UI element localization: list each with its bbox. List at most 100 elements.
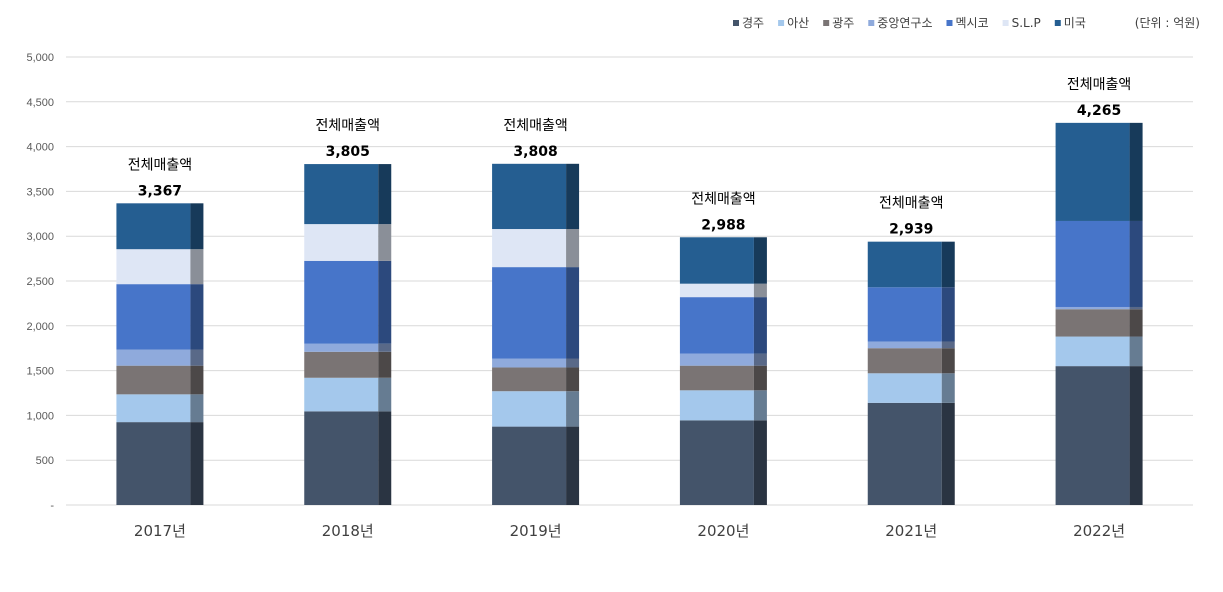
bar-segment (1055, 336, 1130, 367)
x-category-label: 2017년 (134, 522, 186, 540)
bar-segment-side (566, 367, 580, 392)
bar-segment (679, 365, 754, 391)
y-tick-label: 1,500 (26, 366, 54, 378)
bar-segment (304, 411, 379, 505)
bar-segment-side (566, 163, 580, 230)
y-tick-label: 3,000 (26, 231, 54, 243)
y-tick-label: 5,000 (26, 52, 54, 64)
bar-segment (304, 224, 379, 261)
gridlines (66, 56, 1193, 506)
bar-segment (492, 426, 567, 505)
bar-segment-side (1129, 366, 1143, 505)
bar-segment (679, 353, 754, 366)
bar-segment-side (753, 297, 767, 354)
bar-segment-side (1129, 122, 1143, 221)
bar-segment (492, 229, 567, 268)
x-category-label: 2020년 (697, 522, 749, 540)
bar-segment (1055, 309, 1130, 337)
bar-segment (679, 297, 754, 354)
bar-segment-side (378, 260, 392, 344)
bar-segment-side (190, 394, 204, 423)
bar-segment-side (941, 402, 955, 505)
bar-segment-side (566, 229, 580, 268)
bar-segment-side (190, 349, 204, 366)
bar-segment-side (378, 351, 392, 378)
legend-label: 미국 (1064, 16, 1086, 30)
bar-segment (1055, 306, 1130, 310)
total-value: 2,939 (889, 222, 933, 238)
bar-segment-side (378, 164, 392, 225)
bar-segment-side (1129, 309, 1143, 337)
bar-segment (867, 341, 942, 349)
y-tick-label: 3,500 (26, 186, 54, 198)
bar-segment (304, 260, 379, 344)
bar-segment-side (566, 391, 580, 427)
bar-segment (492, 358, 567, 368)
total-label: 전체매출액 (691, 191, 755, 207)
bar-segment (679, 420, 754, 505)
legend-item: S.L.P (1002, 16, 1041, 30)
legend-label: 멕시코 (955, 16, 988, 30)
x-category-label: 2018년 (322, 522, 374, 540)
bar-segment (304, 351, 379, 378)
bar-segment-side (378, 343, 392, 352)
y-tick-label: 4,000 (26, 142, 54, 154)
bar-segment (492, 267, 567, 359)
bar-segment-side (378, 411, 392, 505)
bar-segment-side (566, 267, 580, 359)
bar-segment-side (566, 358, 580, 368)
x-axis-categories: 2017년 2018년 2019년 2020년 2021년 2022년 (134, 522, 1125, 540)
bar-segment (1055, 122, 1130, 221)
bar-segment (116, 422, 191, 505)
legend-swatch (733, 20, 739, 26)
bar-segment-side (753, 283, 767, 298)
bar-segment (304, 377, 379, 412)
bar-segment-side (566, 426, 580, 505)
y-tick-label: 2,500 (26, 276, 54, 288)
bar-segment (867, 402, 942, 505)
bar-segment (116, 365, 191, 395)
legend-swatch (1054, 20, 1061, 26)
x-category-label: 2022년 (1073, 522, 1125, 540)
unit-note: (단위 : 억원) (1135, 16, 1200, 30)
legend-item: 중앙연구소 (868, 16, 932, 30)
y-tick-label: 1,000 (26, 410, 54, 422)
legend-item: 광주 (823, 16, 854, 30)
total-value: 4,265 (1077, 103, 1121, 119)
bar-segment (116, 203, 191, 250)
bar-segment-side (941, 341, 955, 349)
y-tick-label: 2,000 (26, 321, 54, 333)
bar-segment (867, 373, 942, 403)
bar-segment (679, 237, 754, 284)
bar-segment-side (941, 348, 955, 374)
bar-segment-side (753, 353, 767, 366)
total-value: 3,808 (513, 144, 557, 160)
bar-segment-side (378, 224, 392, 261)
bar-segment (116, 249, 191, 285)
legend-item: 미국 (1054, 16, 1086, 30)
bar-segment-side (190, 203, 204, 250)
y-tick-label: 500 (36, 455, 54, 467)
bar-segment (1055, 366, 1130, 505)
bar-segment-side (941, 373, 955, 403)
bar-segment (867, 348, 942, 374)
bar-segment-side (753, 420, 767, 505)
legend-swatch (778, 20, 785, 26)
total-value: 3,805 (326, 144, 370, 160)
y-tick-label: - (50, 500, 54, 512)
bar-segment-side (190, 284, 204, 350)
legend-item: 아산 (778, 16, 809, 30)
bar-segment-side (190, 249, 204, 285)
total-labels: 전체매출액 3,367 전체매출액 3,805 전체매출액 3,808 전체매출액 2,988… (128, 77, 1132, 238)
bar-segment-side (190, 365, 204, 395)
total-label: 전체매출액 (1067, 77, 1131, 93)
total-label: 전체매출액 (128, 157, 192, 173)
bar-segment (867, 241, 942, 288)
bar-segment (492, 391, 567, 427)
y-axis-ticks: - 500 1,000 1,500 2,000 2,500 3,000 3,500 4,000 4… (26, 52, 54, 512)
legend-label: S.L.P (1012, 16, 1041, 30)
legend-label: 아산 (787, 16, 809, 30)
total-label: 전체매출액 (316, 118, 380, 134)
bar-segment (867, 287, 942, 342)
